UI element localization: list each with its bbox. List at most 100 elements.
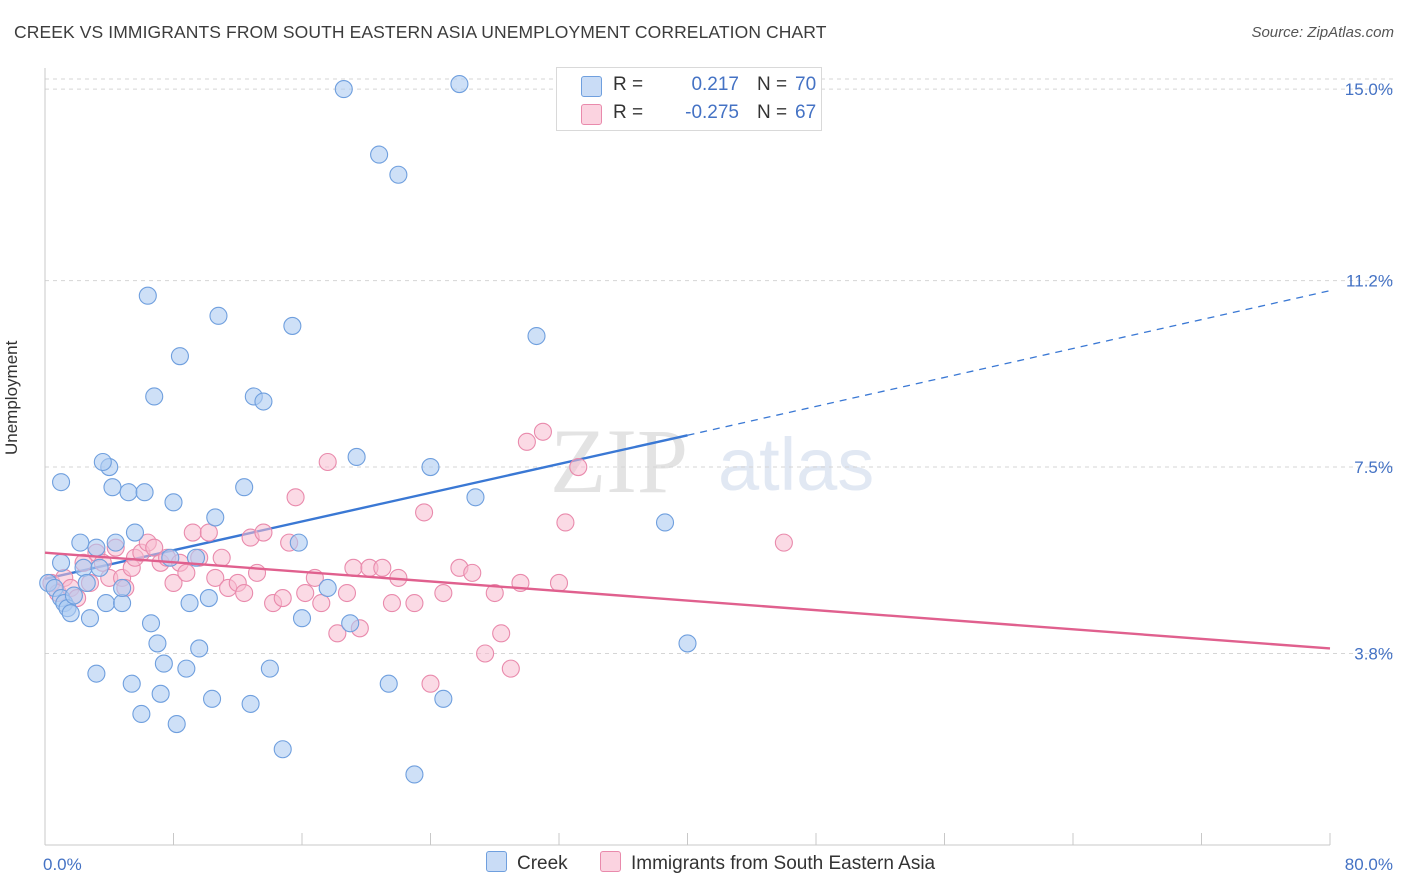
point-creek (421, 457, 440, 477)
legend-item-creek[interactable]: Creek (486, 851, 568, 875)
point-immigrants (556, 513, 575, 532)
legend-swatch-immigrants (600, 851, 621, 872)
chart-title: CREEK VS IMMIGRANTS FROM SOUTH EASTERN A… (14, 22, 827, 42)
legend-swatch-immigrants (581, 104, 602, 125)
point-creek (148, 634, 167, 653)
trend-line-creek-projection (687, 290, 1331, 436)
point-creek (74, 558, 93, 577)
point-creek (273, 740, 292, 759)
point-creek (61, 604, 80, 623)
point-creek (289, 533, 308, 552)
legend-series: Creek Immigrants from South Eastern Asia (0, 851, 1406, 879)
point-immigrants (318, 452, 337, 472)
point-creek (52, 473, 71, 492)
point-creek (87, 538, 106, 557)
point-immigrants (774, 533, 793, 552)
point-creek (167, 715, 186, 734)
point-creek (186, 548, 206, 567)
y-tick-label: 15.0% (1345, 80, 1393, 99)
point-immigrants (344, 558, 363, 577)
point-immigrants (549, 573, 569, 592)
point-creek (370, 145, 389, 164)
point-creek (80, 609, 100, 628)
point-creek (241, 694, 260, 713)
point-creek (190, 639, 209, 658)
point-creek (347, 447, 366, 467)
y-tick-label: 11.2% (1346, 272, 1393, 291)
trend-line-immigrants (44, 551, 1331, 650)
point-immigrants (405, 594, 424, 613)
legend-stats: R = 0.217 N = 70 R = -0.275 N = 67 (556, 67, 822, 131)
x-tick-label: 80.0% (1345, 855, 1393, 874)
legend-n-label: N = (757, 74, 788, 95)
watermark-atlas: atlas (718, 423, 874, 506)
watermark: ZIP atlas (550, 410, 874, 512)
trend-lines (44, 290, 1331, 581)
point-creek (52, 553, 71, 572)
point-immigrants (328, 624, 347, 643)
point-creek (119, 483, 138, 502)
source-label: Source: ZipAtlas.com (1251, 24, 1394, 41)
point-creek (527, 326, 546, 346)
point-creek (466, 488, 485, 507)
point-creek (64, 586, 83, 605)
point-creek (170, 347, 189, 366)
point-creek (341, 614, 360, 633)
point-immigrants (337, 583, 357, 603)
point-creek (135, 483, 154, 502)
point-immigrants (501, 659, 520, 678)
tick-labels: 3.8% 7.5% 11.2% 15.0% 0.0% 80.0% (43, 80, 1393, 874)
point-creek (145, 387, 164, 406)
point-creek (434, 689, 453, 708)
trend-lines-immigrants (44, 551, 1331, 650)
point-creek (206, 508, 225, 527)
point-creek (161, 548, 180, 567)
point-immigrants (492, 624, 511, 643)
point-immigrants (296, 583, 315, 603)
legend-swatch-creek (581, 76, 602, 97)
point-creek (141, 614, 161, 633)
point-creek (132, 704, 151, 724)
point-creek (450, 74, 469, 94)
point-creek (106, 533, 125, 552)
point-creek (77, 573, 96, 592)
point-immigrants (485, 583, 504, 603)
point-creek (113, 578, 132, 598)
point-immigrants (312, 594, 331, 613)
point-immigrants (177, 563, 196, 582)
legend-n-value: 67 (795, 102, 817, 123)
legend-item-immigrants[interactable]: Immigrants from South Eastern Asia (600, 851, 935, 875)
point-creek (90, 558, 109, 577)
point-immigrants (569, 457, 588, 477)
point-immigrants (415, 503, 434, 522)
point-creek (122, 674, 141, 693)
y-tick-label: 3.8% (1354, 645, 1393, 664)
point-creek (151, 684, 170, 703)
point-immigrants (212, 548, 231, 567)
point-creek (655, 513, 675, 532)
legend-r-value: 0.217 (691, 74, 739, 95)
point-creek (203, 689, 222, 708)
point-immigrants (235, 583, 254, 603)
point-creek (103, 478, 122, 497)
point-creek (254, 392, 273, 411)
point-creek (678, 634, 697, 653)
legend-n-label: N = (757, 102, 788, 123)
point-creek (71, 533, 90, 552)
point-creek (138, 286, 157, 305)
point-creek (389, 165, 408, 184)
point-immigrants (517, 432, 536, 451)
point-creek (96, 594, 116, 613)
point-creek (379, 674, 398, 693)
point-creek (199, 589, 218, 608)
legend-r-value: -0.275 (685, 102, 739, 123)
point-creek (87, 664, 106, 683)
point-creek (154, 654, 173, 673)
series-creek-points (39, 74, 697, 784)
point-creek (93, 452, 112, 472)
point-immigrants (463, 563, 482, 582)
point-immigrants (382, 594, 402, 613)
x-tick-label: 0.0% (43, 855, 82, 874)
y-axis-title: Unemployment (2, 340, 21, 455)
